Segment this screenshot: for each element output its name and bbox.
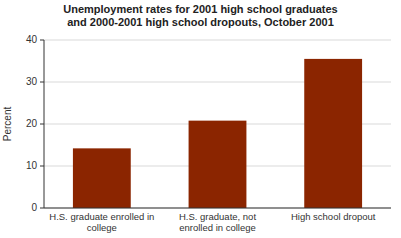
y-tick-label: 40: [26, 34, 38, 45]
title-line: Unemployment rates for 2001 high school …: [63, 3, 337, 15]
y-tick: [40, 82, 44, 83]
x-tick-label: High school dropout: [291, 211, 376, 222]
grid: [44, 40, 391, 208]
x-axis: H.S. graduate enrolled incollegeH.S. gra…: [44, 208, 391, 233]
bar: [304, 59, 362, 208]
x-tick-label-line: enrolled in college: [179, 222, 256, 233]
x-tick-label-line: H.S. graduate, not: [179, 211, 256, 222]
y-tick-label: 30: [26, 76, 38, 87]
title-line: and 2000-2001 high school dropouts, Octo…: [67, 16, 334, 28]
y-axis-line: [44, 40, 45, 208]
chart: 0 10 20 30 40 H.S. graduate enrolled incolleg…: [0, 0, 401, 238]
grid-line: [44, 40, 391, 41]
x-tick-label-line: High school dropout: [291, 211, 376, 222]
bar: [189, 121, 247, 208]
y-axis: 0 10 20 30 40: [26, 34, 44, 213]
y-tick-label: 10: [26, 160, 38, 171]
bars: [73, 59, 362, 208]
y-tick-label: 0: [31, 202, 37, 213]
y-tick: [40, 166, 44, 167]
x-tick-label: H.S. graduate enrolled incollege: [49, 211, 154, 233]
y-axis-label: Percent: [2, 107, 13, 142]
title: Unemployment rates for 2001 high school …: [63, 3, 337, 28]
y-tick: [40, 124, 44, 125]
y-tick: [40, 208, 44, 209]
y-tick: [40, 40, 44, 41]
bar: [73, 148, 131, 208]
x-tick-label-line: college: [87, 222, 117, 233]
x-tick-label-line: H.S. graduate enrolled in: [49, 211, 154, 222]
x-tick-label: H.S. graduate, notenrolled in college: [179, 211, 256, 233]
grid-line: [44, 208, 391, 209]
chart-container: 0 10 20 30 40 H.S. graduate enrolled incolleg…: [0, 0, 401, 238]
x-axis-line: [44, 208, 391, 209]
y-tick-label: 20: [26, 118, 38, 129]
